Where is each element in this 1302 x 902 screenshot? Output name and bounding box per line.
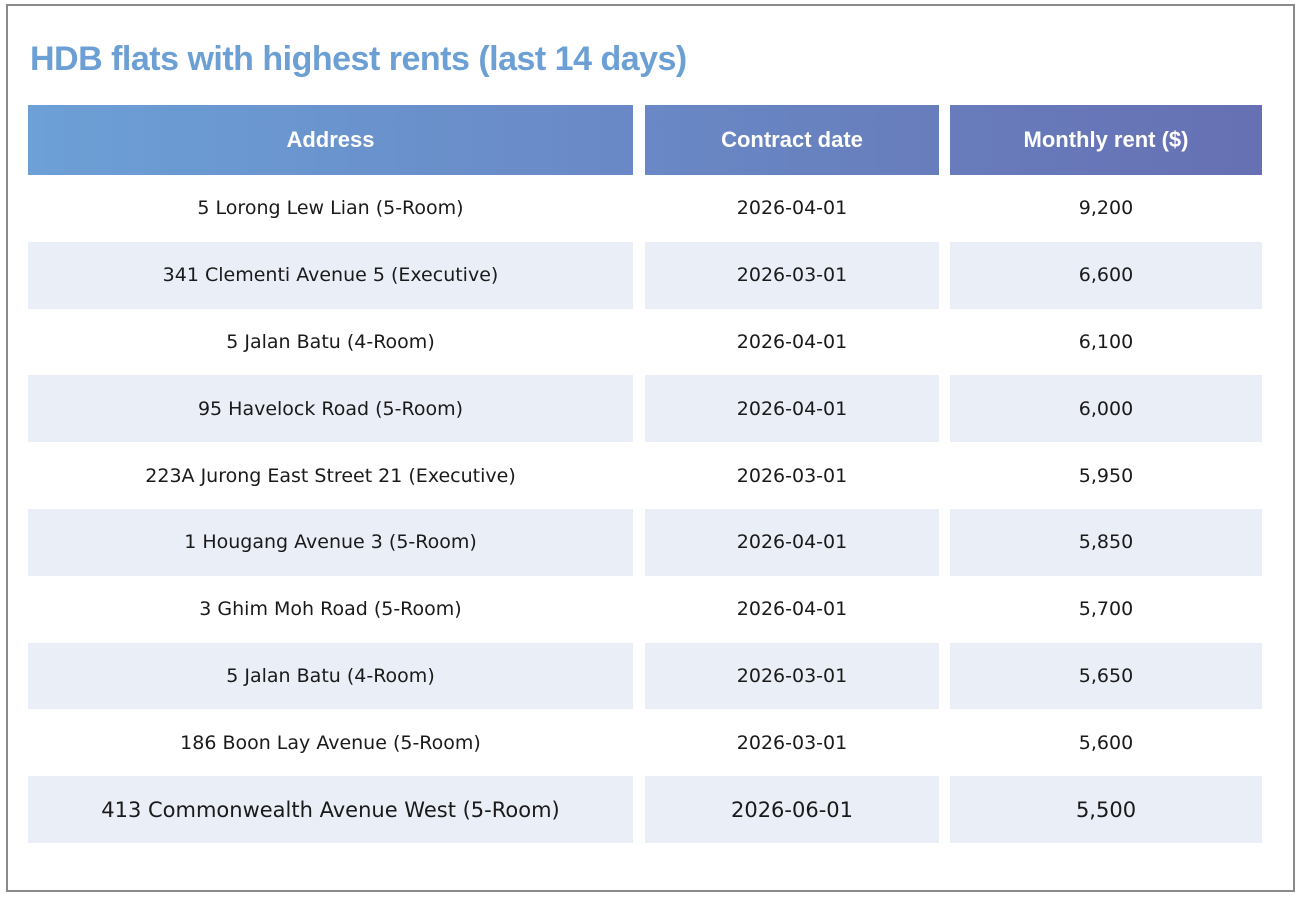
table-cell: 2026-03-01 bbox=[736, 464, 848, 487]
table-cell: 5 Jalan Batu (4-Room) bbox=[226, 330, 435, 353]
table-title: HDB flats with highest rents (last 14 da… bbox=[30, 40, 687, 78]
table-cell: 5,600 bbox=[1078, 731, 1134, 754]
table-cell: 2026-04-01 bbox=[645, 375, 939, 443]
column-header: Contract date bbox=[645, 105, 939, 175]
table-cell: 5,950 bbox=[1078, 464, 1134, 487]
table-cell: 95 Havelock Road (5-Room) bbox=[28, 375, 633, 443]
table-cell: 5,850 bbox=[950, 509, 1262, 576]
data-table: Address Contract date Monthly rent ($) 5 Lo… bbox=[8, 6, 1293, 890]
table-cell: 2026-06-01 bbox=[645, 776, 939, 843]
table-cell: 186 Boon Lay Avenue (5-Room) bbox=[180, 731, 481, 754]
table-cell: 5 Lorong Lew Lian (5-Room) bbox=[197, 197, 464, 220]
table-cell: 2026-03-01 bbox=[736, 731, 848, 754]
table-cell: 2026-03-01 bbox=[645, 642, 939, 710]
table-cell: 413 Commonwealth Avenue West (5-Room) bbox=[28, 776, 633, 843]
table-card: HDB flats with highest rents (last 14 da… bbox=[6, 4, 1295, 892]
table-cell: 2026-04-01 bbox=[736, 330, 848, 353]
table-cell: 3 Ghim Moh Road (5-Room) bbox=[199, 598, 462, 621]
table-cell: 2026-03-01 bbox=[645, 241, 939, 309]
table-cell: 2026-04-01 bbox=[736, 197, 848, 220]
table-cell: 1 Hougang Avenue 3 (5-Room) bbox=[28, 509, 633, 576]
table-cell: 6,100 bbox=[1078, 330, 1134, 353]
table-cell: 5,700 bbox=[1078, 598, 1134, 621]
table-cell: 341 Clementi Avenue 5 (Executive) bbox=[28, 241, 633, 309]
table-cell: 223A Jurong East Street 21 (Executive) bbox=[145, 464, 516, 487]
table-cell: 6,000 bbox=[950, 375, 1262, 443]
table-cell: 5 Jalan Batu (4-Room) bbox=[28, 642, 633, 710]
table-cell: 6,600 bbox=[950, 241, 1262, 309]
column-header: Monthly rent ($) bbox=[950, 105, 1262, 175]
table-cell: 9,200 bbox=[1078, 197, 1134, 220]
table-cell: 5,650 bbox=[950, 642, 1262, 710]
table-cell: 2026-04-01 bbox=[645, 509, 939, 576]
table-cell: 5,500 bbox=[950, 776, 1262, 843]
column-header: Address bbox=[28, 105, 633, 175]
table-cell: 2026-04-01 bbox=[736, 598, 848, 621]
